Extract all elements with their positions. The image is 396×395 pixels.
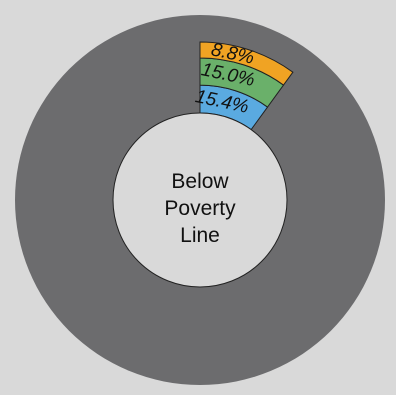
center-label-line-3: Line [180,224,220,247]
sector-group: 15.4%15.0%8.8% [193,39,294,131]
sector-2 [199,41,294,86]
inner-circle [112,112,288,288]
center-label-line-1: Below [171,170,229,193]
center-label-line-2: Poverty [164,197,236,220]
